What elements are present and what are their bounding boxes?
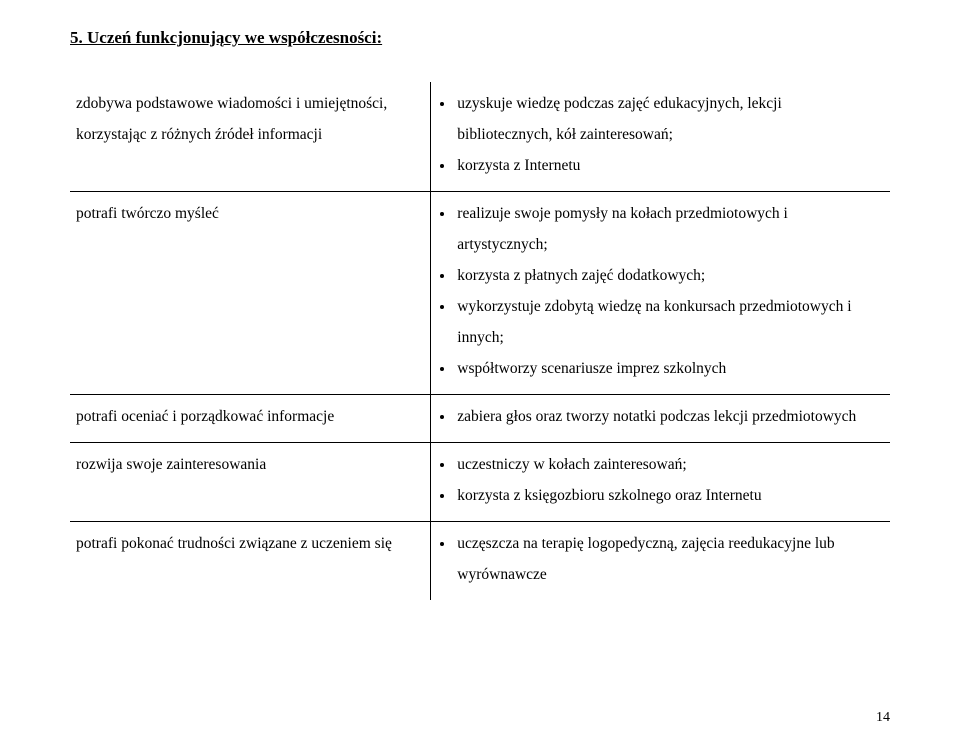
bullet-item: współtworzy scenariusze imprez szkolnych <box>455 353 880 384</box>
row-right: uczestniczy w kołach zainteresowań; korz… <box>431 443 890 522</box>
page-number: 14 <box>876 710 890 726</box>
bullet-item: zabiera głos oraz tworzy notatki podczas… <box>455 401 880 432</box>
row-right: uczęszcza na terapię logopedyczną, zajęc… <box>431 522 890 601</box>
section-heading: 5. Uczeń funkcjonujący we współczesności… <box>70 28 890 48</box>
bullet-item: uczęszcza na terapię logopedyczną, zajęc… <box>455 528 880 590</box>
table-row: zdobywa podstawowe wiadomości i umiejętn… <box>70 82 890 192</box>
bullet-item: korzysta z księgozbioru szkolnego oraz I… <box>455 480 880 511</box>
table-row: rozwija swoje zainteresowania uczestnicz… <box>70 443 890 522</box>
bullet-list: zabiera głos oraz tworzy notatki podczas… <box>455 401 880 432</box>
bullet-item: uzyskuje wiedzę podczas zajęć edukacyjny… <box>455 88 880 150</box>
row-left: zdobywa podstawowe wiadomości i umiejętn… <box>70 82 431 192</box>
bullet-item: korzysta z Internetu <box>455 150 880 181</box>
row-left: rozwija swoje zainteresowania <box>70 443 431 522</box>
table-row: potrafi oceniać i porządkować informacje… <box>70 395 890 443</box>
table-row: potrafi twórczo myśleć realizuje swoje p… <box>70 192 890 395</box>
bullet-item: realizuje swoje pomysły na kołach przedm… <box>455 198 880 260</box>
row-right: zabiera głos oraz tworzy notatki podczas… <box>431 395 890 443</box>
bullet-list: uczestniczy w kołach zainteresowań; korz… <box>455 449 880 511</box>
row-right: realizuje swoje pomysły na kołach przedm… <box>431 192 890 395</box>
row-left: potrafi twórczo myśleć <box>70 192 431 395</box>
content-table: zdobywa podstawowe wiadomości i umiejętn… <box>70 82 890 600</box>
row-left: potrafi pokonać trudności związane z ucz… <box>70 522 431 601</box>
bullet-item: uczestniczy w kołach zainteresowań; <box>455 449 880 480</box>
bullet-list: realizuje swoje pomysły na kołach przedm… <box>455 198 880 384</box>
bullet-list: uzyskuje wiedzę podczas zajęć edukacyjny… <box>455 88 880 181</box>
document-page: 5. Uczeń funkcjonujący we współczesności… <box>0 0 960 740</box>
bullet-item: wykorzystuje zdobytą wiedzę na konkursac… <box>455 291 880 353</box>
bullet-item: korzysta z płatnych zajęć dodatkowych; <box>455 260 880 291</box>
row-left: potrafi oceniać i porządkować informacje <box>70 395 431 443</box>
table-row: potrafi pokonać trudności związane z ucz… <box>70 522 890 601</box>
row-right: uzyskuje wiedzę podczas zajęć edukacyjny… <box>431 82 890 192</box>
bullet-list: uczęszcza na terapię logopedyczną, zajęc… <box>455 528 880 590</box>
